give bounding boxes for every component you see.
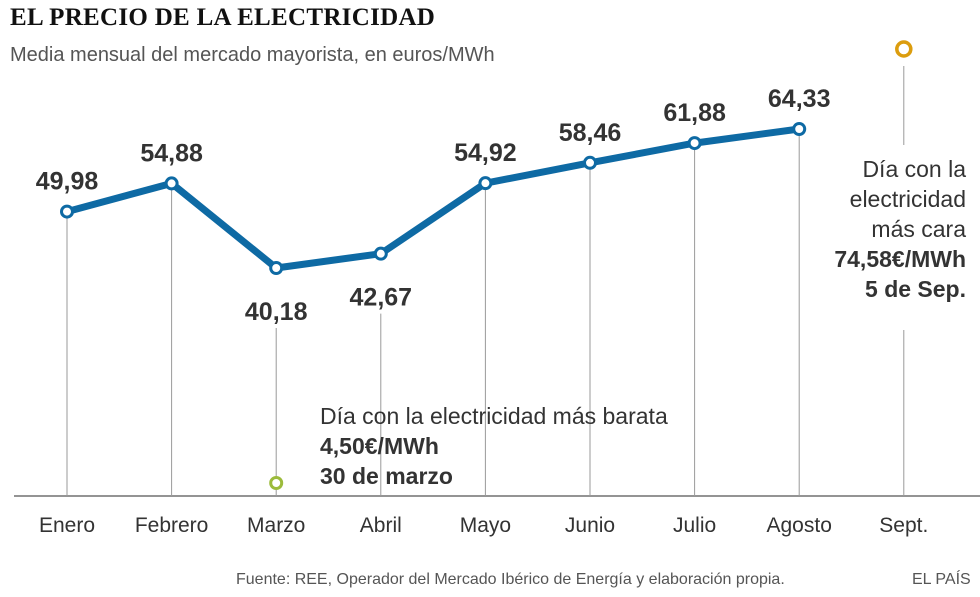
- x-tick-label: Julio: [673, 514, 716, 537]
- data-label: 64,33: [768, 85, 831, 113]
- max-note-line-1: Día con la: [862, 156, 966, 182]
- brand-label: EL PAÍS: [912, 571, 971, 588]
- data-point: [60, 204, 74, 219]
- data-point: [164, 176, 179, 191]
- max-note-line-3: más cara: [871, 216, 966, 242]
- max-note-line-2: electricidad: [849, 186, 966, 212]
- chart-subtitle: Media mensual del mercado mayorista, en …: [10, 44, 495, 66]
- max-price-annotation: Día con la electricidad más cara 74,58€/…: [834, 154, 966, 304]
- data-label: 54,92: [454, 139, 517, 167]
- x-tick-label: Agosto: [767, 514, 832, 537]
- data-point: [373, 246, 388, 261]
- min-price-marker: [269, 476, 284, 490]
- data-label: 49,98: [36, 168, 99, 196]
- x-tick-label: Junio: [565, 514, 615, 537]
- source-note: Fuente: REE, Operador del Mercado Ibéric…: [236, 571, 785, 588]
- min-note-line-1: Día con la electricidad más barata: [320, 403, 668, 429]
- x-tick-label: Sept.: [879, 514, 928, 537]
- x-tick-label: Marzo: [247, 514, 305, 537]
- data-point: [583, 155, 597, 170]
- data-point: [792, 122, 807, 136]
- x-tick-label: Mayo: [460, 514, 511, 537]
- data-point: [478, 176, 493, 191]
- data-label: 40,18: [245, 298, 308, 326]
- min-note-date: 30 de marzo: [320, 463, 453, 489]
- min-note-value: 4,50€/MWh: [320, 433, 439, 459]
- max-note-date: 5 de Sep.: [865, 276, 966, 302]
- max-price-marker: [895, 40, 913, 58]
- max-note-value: 74,58€/MWh: [834, 246, 966, 272]
- data-label: 42,67: [350, 284, 413, 312]
- data-label: 61,88: [663, 99, 726, 127]
- data-point: [687, 136, 702, 151]
- data-label: 58,46: [559, 119, 622, 147]
- data-label: 54,88: [140, 139, 203, 167]
- series-line: [63, 125, 803, 272]
- x-tick-label: Abril: [360, 514, 402, 537]
- chart-title: EL PRECIO DE LA ELECTRICIDAD: [10, 4, 436, 31]
- x-tick-label: Enero: [39, 514, 95, 537]
- min-price-annotation: Día con la electricidad más barata 4,50€…: [320, 401, 668, 491]
- data-point: [269, 261, 284, 275]
- x-tick-label: Febrero: [135, 514, 209, 537]
